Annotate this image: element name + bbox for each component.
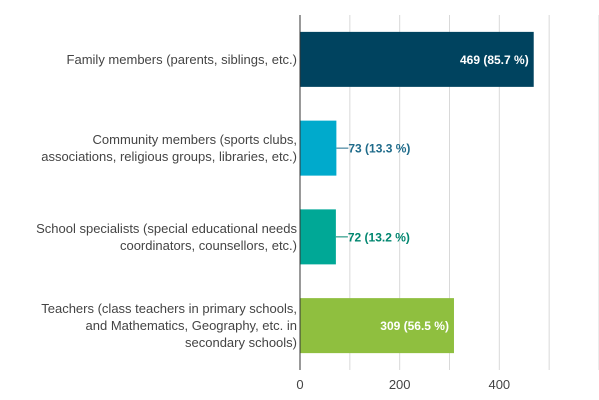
x-axis-ticks: 0 200 400 (296, 377, 510, 392)
data-label: 72 (13.2 %) (348, 230, 410, 244)
x-tick-label: 200 (389, 377, 411, 392)
x-tick-label: 400 (488, 377, 510, 392)
bar (300, 120, 337, 176)
data-label: 469 (85.7 %) (460, 53, 529, 67)
category-label-line: Teachers (class teachers in primary scho… (41, 301, 297, 317)
category-label-line: associations, religious groups, librarie… (41, 149, 297, 165)
category-label-line: School specialists (special educational … (36, 220, 297, 236)
category-label: School specialists (special educational … (36, 220, 297, 254)
category-label-line: coordinators, counsellors, etc.) (119, 237, 297, 253)
bar (300, 298, 454, 354)
category-label-line: secondary schools) (185, 335, 297, 351)
x-tick-label: 0 (296, 377, 303, 392)
bars (300, 31, 534, 354)
category-label-line: and Mathematics, Geography, etc. in (85, 318, 297, 334)
category-label-line: Community members (sports clubs, (92, 132, 297, 148)
category-label: Community members (sports clubs, associat… (41, 131, 297, 165)
data-label: 73 (13.3 %) (348, 142, 410, 156)
category-label-line: Family members (parents, siblings, etc.) (66, 51, 297, 67)
category-label: Family members (parents, siblings, etc.) (67, 51, 297, 68)
data-label: 309 (56.5 %) (380, 319, 449, 333)
bar (300, 31, 534, 87)
data-labels: 469 (85.7 %) 73 (13.3 %) 72 (13.2 %) 309 (5… (335, 53, 529, 333)
category-label: Teachers (class teachers in primary scho… (41, 300, 297, 351)
bar (300, 209, 336, 265)
